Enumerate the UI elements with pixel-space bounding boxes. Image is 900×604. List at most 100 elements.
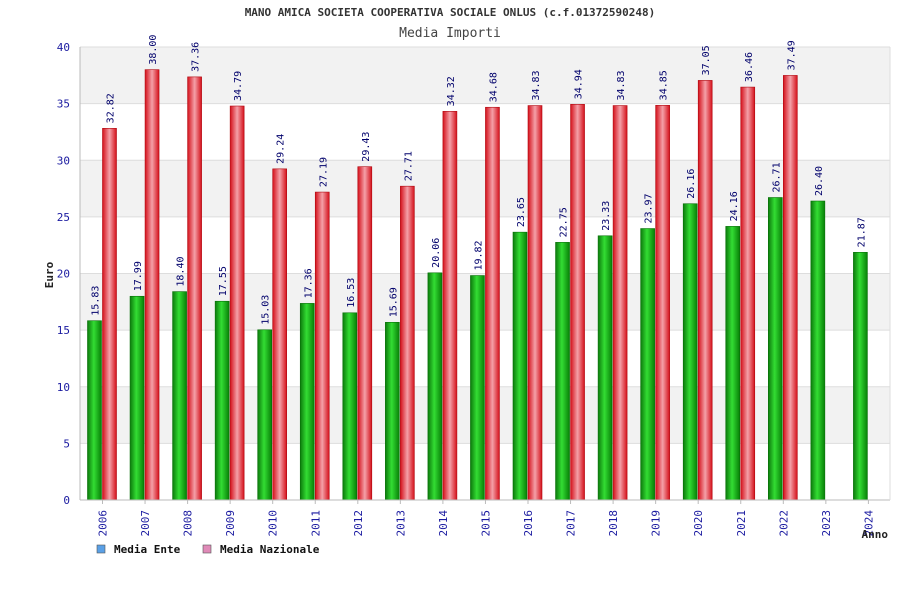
data-label: 36.46 [744, 52, 755, 82]
x-tick-label: 2015 [479, 510, 492, 537]
bar-media-nazionale [102, 128, 117, 501]
chart-subtitle: Media Importi [399, 26, 501, 41]
data-label: 23.33 [601, 201, 612, 231]
legend-label: Media Nazionale [220, 543, 320, 556]
bar-media-ente [299, 303, 315, 501]
bar-media-nazionale [782, 75, 798, 501]
bar-media-nazionale [229, 105, 245, 501]
bar-media-ente [853, 252, 868, 501]
data-label: 34.94 [574, 69, 585, 99]
data-label: 37.05 [701, 45, 712, 75]
bar-media-ente [512, 231, 528, 501]
x-tick-label: 2014 [437, 510, 450, 537]
data-label: 38.00 [148, 35, 159, 65]
data-label: 17.36 [303, 268, 314, 298]
x-tick-label: 2006 [97, 510, 110, 537]
data-label: 37.36 [191, 42, 202, 72]
data-label: 16.53 [346, 278, 357, 308]
legend-swatch [96, 544, 106, 554]
x-tick-label: 2017 [565, 510, 578, 537]
x-tick-label: 2011 [309, 510, 322, 537]
data-label: 27.19 [318, 157, 329, 187]
data-label: 15.03 [261, 295, 272, 325]
data-label: 26.40 [814, 166, 825, 196]
data-label: 34.32 [446, 76, 457, 106]
data-label: 34.83 [616, 70, 627, 100]
x-tick-label: 2019 [650, 510, 663, 537]
bar-media-nazionale [655, 105, 670, 501]
x-tick-label: 2022 [777, 510, 790, 537]
x-tick-label: 2020 [692, 510, 705, 537]
x-tick-label: 2012 [352, 510, 365, 537]
x-tick-label: 2018 [607, 510, 620, 537]
y-tick-label: 25 [57, 211, 70, 224]
data-label: 15.69 [388, 287, 399, 317]
bar-media-nazionale [612, 105, 628, 501]
chart-title: MANO AMICA SOCIETA COOPERATIVA SOCIALE O… [245, 6, 656, 19]
bar-media-nazionale [357, 166, 373, 501]
x-tick-label: 2007 [139, 510, 152, 537]
data-label: 34.79 [233, 71, 244, 101]
bar-media-ente [257, 329, 273, 501]
data-label: 27.71 [403, 151, 414, 181]
y-tick-label: 0 [63, 494, 70, 507]
bar-media-ente [725, 226, 741, 501]
bar-media-ente [810, 200, 826, 501]
bar-media-ente [597, 235, 613, 501]
y-tick-label: 20 [57, 268, 70, 281]
data-label: 34.85 [659, 70, 670, 100]
legend-label: Media Ente [114, 543, 181, 556]
y-tick-label: 10 [57, 381, 70, 394]
x-tick-label: 2016 [522, 510, 535, 537]
data-label: 26.71 [771, 162, 782, 192]
data-label: 37.49 [786, 40, 797, 70]
data-label: 29.43 [361, 132, 372, 162]
bar-media-nazionale [527, 105, 543, 501]
data-label: 29.24 [276, 134, 287, 164]
bar-media-ente [342, 312, 358, 501]
x-tick-label: 2024 [862, 510, 875, 537]
bar-media-nazionale [697, 80, 713, 501]
bar-media-ente [767, 197, 783, 501]
data-label: 23.65 [516, 197, 527, 227]
x-axis-label: Anno [862, 528, 889, 541]
y-tick-label: 5 [63, 437, 70, 450]
x-tick-label: 2023 [820, 510, 833, 537]
x-tick-label: 2008 [182, 510, 195, 537]
data-label: 17.55 [218, 266, 229, 296]
bar-media-ente [470, 275, 485, 501]
x-tick-label: 2021 [735, 510, 748, 537]
bar-media-ente [172, 291, 187, 501]
x-tick-label: 2009 [224, 510, 237, 537]
data-label: 34.68 [488, 72, 499, 102]
data-label: 32.82 [106, 93, 117, 123]
bar-media-nazionale [144, 69, 160, 501]
bar-media-ente [427, 272, 443, 501]
bar-media-nazionale [314, 191, 330, 501]
y-tick-label: 30 [57, 154, 70, 167]
bar-media-ente [214, 300, 230, 501]
bar-media-nazionale [485, 106, 500, 501]
bar-media-nazionale [187, 76, 202, 501]
data-label: 23.97 [644, 193, 655, 223]
bar-media-nazionale [400, 185, 415, 501]
y-tick-label: 15 [57, 324, 70, 337]
data-label: 20.06 [431, 238, 442, 268]
legend: Media Ente Media Nazionale [96, 543, 320, 556]
bar-media-ente [682, 203, 698, 501]
bar-media-nazionale [272, 168, 288, 501]
bar-media-nazionale [740, 86, 756, 501]
data-label: 19.82 [473, 240, 484, 270]
bar-media-ente [385, 322, 400, 501]
data-label: 24.16 [729, 191, 740, 221]
data-label: 18.40 [176, 257, 187, 287]
data-label: 15.83 [91, 286, 102, 316]
bar-media-nazionale [442, 111, 458, 501]
x-tick-label: 2013 [394, 510, 407, 537]
data-label: 22.75 [559, 207, 570, 237]
bar-media-nazionale [570, 104, 585, 501]
y-tick-label: 40 [57, 41, 70, 54]
y-axis-label: Euro [43, 261, 56, 288]
